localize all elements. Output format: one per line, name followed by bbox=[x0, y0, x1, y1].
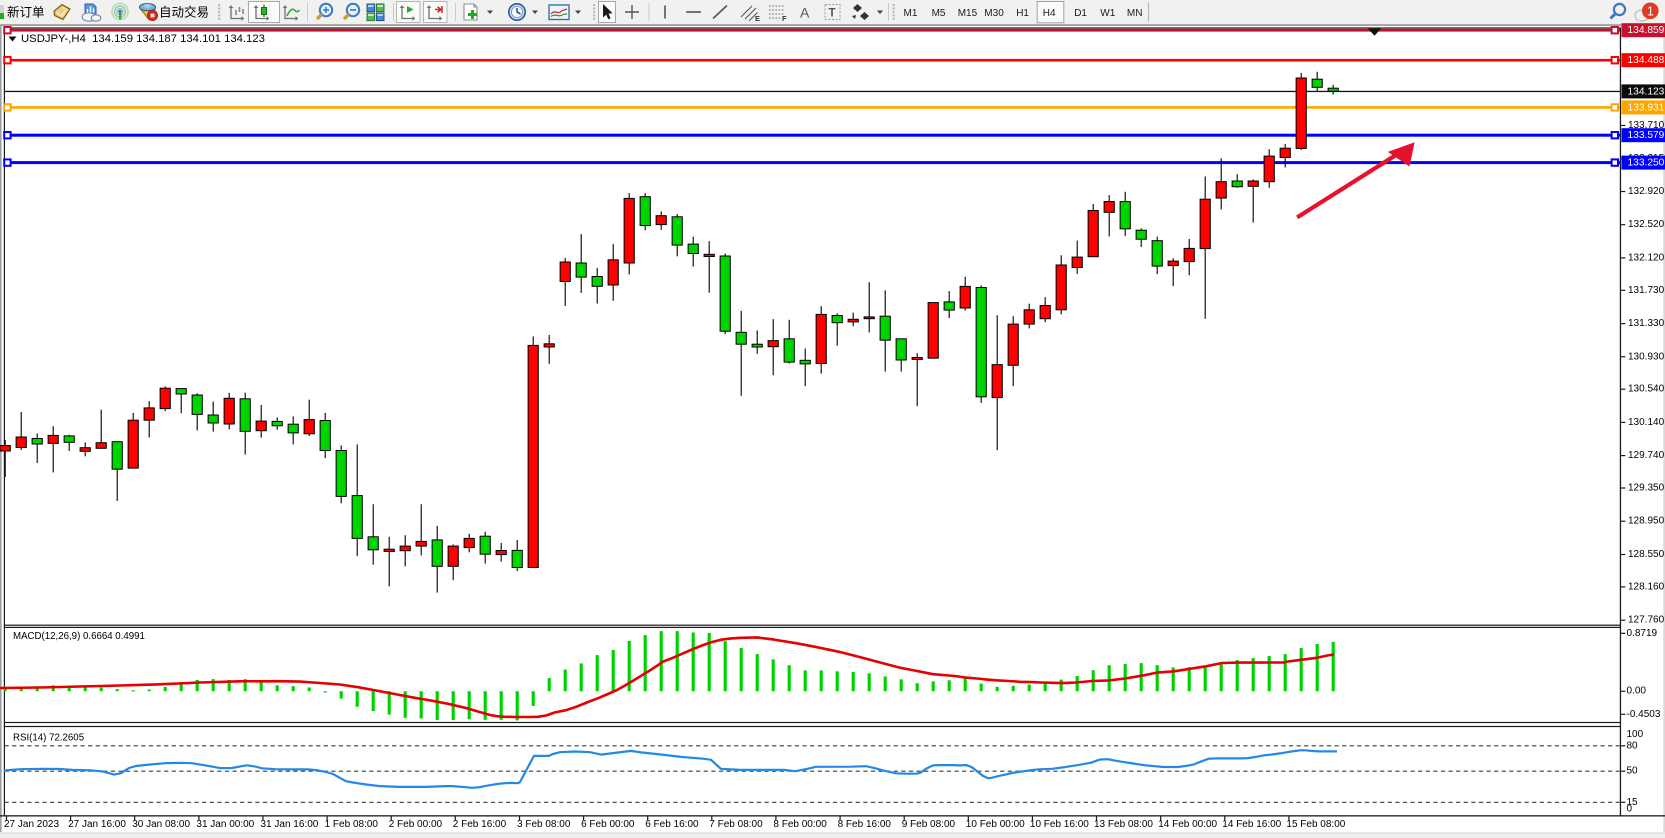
svg-text:M1: M1 bbox=[904, 8, 918, 19]
svg-text:MACD(12,26,9) 0.6664 0.4991: MACD(12,26,9) 0.6664 0.4991 bbox=[13, 631, 145, 642]
svg-text:133.710: 133.710 bbox=[1628, 120, 1665, 131]
svg-text:27 Jan 2023: 27 Jan 2023 bbox=[4, 819, 59, 830]
svg-text:127.760: 127.760 bbox=[1628, 615, 1665, 626]
svg-text:100: 100 bbox=[1627, 729, 1644, 740]
svg-text:131.730: 131.730 bbox=[1628, 285, 1665, 296]
svg-text:130.930: 130.930 bbox=[1628, 351, 1665, 362]
svg-text:134.859: 134.859 bbox=[1628, 25, 1665, 36]
svg-text:130.140: 130.140 bbox=[1628, 417, 1665, 428]
svg-text:E: E bbox=[755, 14, 760, 23]
svg-text:M30: M30 bbox=[984, 8, 1004, 19]
svg-text:128.160: 128.160 bbox=[1628, 581, 1665, 592]
svg-text:0: 0 bbox=[1627, 803, 1633, 814]
svg-text:50: 50 bbox=[1627, 766, 1639, 777]
svg-text:128.550: 128.550 bbox=[1628, 549, 1665, 560]
svg-text:A: A bbox=[800, 5, 810, 21]
svg-text:MN: MN bbox=[1127, 8, 1143, 19]
svg-text:10 Feb 16:00: 10 Feb 16:00 bbox=[1030, 819, 1089, 830]
svg-text:14 Feb 00:00: 14 Feb 00:00 bbox=[1158, 819, 1217, 830]
svg-text:6 Feb 16:00: 6 Feb 16:00 bbox=[645, 819, 699, 830]
svg-text:31 Jan 00:00: 31 Jan 00:00 bbox=[196, 819, 254, 830]
svg-text:132.520: 132.520 bbox=[1628, 219, 1665, 230]
svg-text:10 Feb 00:00: 10 Feb 00:00 bbox=[966, 819, 1025, 830]
svg-text:1: 1 bbox=[1647, 4, 1654, 18]
svg-text:0.00: 0.00 bbox=[1627, 686, 1647, 697]
svg-text:2 Feb 00:00: 2 Feb 00:00 bbox=[389, 819, 443, 830]
svg-text:15 Feb 08:00: 15 Feb 08:00 bbox=[1286, 819, 1345, 830]
svg-text:134.123: 134.123 bbox=[1628, 86, 1665, 97]
svg-text:30 Jan 08:00: 30 Jan 08:00 bbox=[132, 819, 190, 830]
svg-text:USDJPY-,H4 134.159 134.187 13: USDJPY-,H4 134.159 134.187 134.101 134.1… bbox=[21, 33, 265, 45]
svg-text:8 Feb 16:00: 8 Feb 16:00 bbox=[838, 819, 892, 830]
svg-text:132.120: 132.120 bbox=[1628, 252, 1665, 263]
svg-text:H1: H1 bbox=[1016, 8, 1029, 19]
svg-text:D1: D1 bbox=[1074, 8, 1087, 19]
svg-text:133.931: 133.931 bbox=[1628, 102, 1665, 113]
svg-text:14 Feb 16:00: 14 Feb 16:00 bbox=[1222, 819, 1281, 830]
svg-text:W1: W1 bbox=[1100, 8, 1115, 19]
svg-text:9 Feb 08:00: 9 Feb 08:00 bbox=[902, 819, 956, 830]
svg-text:134.488: 134.488 bbox=[1628, 55, 1665, 66]
svg-text:131.330: 131.330 bbox=[1628, 318, 1665, 329]
svg-text:H4: H4 bbox=[1043, 8, 1056, 19]
svg-text:2 Feb 16:00: 2 Feb 16:00 bbox=[453, 819, 507, 830]
svg-text:8 Feb 00:00: 8 Feb 00:00 bbox=[773, 819, 827, 830]
svg-text:133.250: 133.250 bbox=[1628, 158, 1665, 169]
svg-text:-0.4503: -0.4503 bbox=[1627, 709, 1661, 720]
svg-text:15: 15 bbox=[1627, 797, 1639, 808]
svg-text:7 Feb 08:00: 7 Feb 08:00 bbox=[709, 819, 763, 830]
svg-text:27 Jan 16:00: 27 Jan 16:00 bbox=[68, 819, 126, 830]
svg-text:T: T bbox=[829, 8, 836, 20]
svg-text:M5: M5 bbox=[932, 8, 946, 19]
svg-text:133.579: 133.579 bbox=[1628, 130, 1665, 141]
svg-text:M15: M15 bbox=[958, 8, 978, 19]
svg-text:31 Jan 16:00: 31 Jan 16:00 bbox=[261, 819, 319, 830]
svg-text:F: F bbox=[782, 14, 787, 23]
svg-text:1 Feb 08:00: 1 Feb 08:00 bbox=[325, 819, 379, 830]
svg-text:0.8719: 0.8719 bbox=[1627, 628, 1658, 639]
svg-text:132.920: 132.920 bbox=[1628, 186, 1665, 197]
svg-text:自动交易: 自动交易 bbox=[159, 5, 209, 20]
svg-text:130.540: 130.540 bbox=[1628, 384, 1665, 395]
svg-text:13 Feb 08:00: 13 Feb 08:00 bbox=[1094, 819, 1153, 830]
svg-text:80: 80 bbox=[1627, 740, 1639, 751]
svg-text:6 Feb 00:00: 6 Feb 00:00 bbox=[581, 819, 635, 830]
svg-text:129.740: 129.740 bbox=[1628, 450, 1665, 461]
svg-text:新订单: 新订单 bbox=[7, 5, 45, 20]
svg-text:129.350: 129.350 bbox=[1628, 483, 1665, 494]
svg-text:128.950: 128.950 bbox=[1628, 516, 1665, 527]
svg-text:RSI(14) 72.2605: RSI(14) 72.2605 bbox=[13, 733, 84, 744]
svg-text:3 Feb 08:00: 3 Feb 08:00 bbox=[517, 819, 571, 830]
